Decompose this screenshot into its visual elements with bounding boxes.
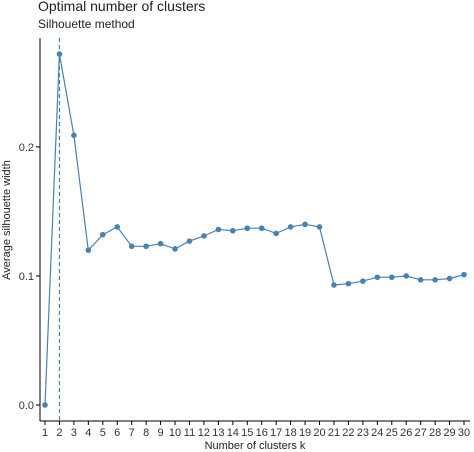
x-tick-label: 27: [415, 427, 427, 439]
data-point: [85, 247, 92, 253]
axes: [39, 38, 470, 422]
data-point: [331, 282, 337, 288]
x-tick-label: 1: [42, 427, 48, 439]
data-point: [302, 221, 308, 228]
x-tick-label: 11: [184, 427, 195, 439]
x-tick-label: 22: [342, 427, 354, 439]
data-point: [230, 227, 236, 234]
data-point: [56, 51, 63, 57]
data-point: [128, 243, 135, 250]
x-tick-label: 29: [443, 427, 455, 439]
data-point: [71, 132, 77, 139]
x-tick-label: 5: [100, 427, 106, 439]
x-tick-label: 12: [198, 427, 210, 439]
data-point: [446, 275, 453, 282]
x-tick-label: 8: [143, 427, 149, 439]
data-point: [157, 240, 164, 247]
x-tick-label: 16: [256, 427, 268, 439]
x-tick-label: 7: [129, 427, 135, 439]
data-point: [461, 271, 467, 278]
data-point: [417, 277, 424, 283]
data-point: [345, 280, 352, 287]
x-tick-label: 14: [227, 427, 239, 439]
y-tick-label: 0.2: [19, 142, 34, 154]
data-point: [432, 277, 438, 283]
x-tick-label: 18: [284, 427, 296, 439]
x-tick-label: 20: [313, 427, 325, 439]
x-tick-label: 6: [114, 427, 120, 439]
x-tick-label: 19: [299, 427, 311, 439]
y-tick-label: 0.1: [19, 271, 34, 283]
data-point: [403, 273, 410, 279]
data-point: [186, 238, 193, 244]
data-point: [316, 224, 323, 230]
x-tick-label: 25: [386, 427, 398, 439]
data-point: [374, 274, 381, 281]
x-ticks: 1 2 3 4 5 6 7 8 9 10 11 12 13 14 15 16 17 18 19 20 21 22 23 24 2…: [42, 421, 470, 439]
data-point: [172, 246, 178, 252]
series-silhouette: [42, 51, 467, 408]
y-ticks: 0.0 0.1 0.2: [19, 142, 40, 412]
x-tick-label: 28: [429, 427, 441, 439]
x-tick-label: 26: [400, 427, 412, 439]
x-tick-label: 3: [71, 427, 77, 439]
data-point: [114, 224, 121, 230]
data-point: [201, 233, 207, 239]
data-point: [244, 225, 251, 232]
data-point: [287, 224, 294, 230]
x-tick-label: 4: [85, 427, 91, 439]
x-tick-label: 30: [458, 427, 470, 439]
y-tick-label: 0.0: [19, 400, 34, 412]
x-tick-label: 9: [158, 427, 164, 439]
y-axis-title: Average silhouette width: [1, 160, 13, 280]
data-point: [360, 278, 366, 284]
data-point: [143, 243, 149, 250]
chart-title: Optimal number of clusters: [38, 0, 205, 14]
x-tick-label: 10: [169, 427, 181, 439]
x-tick-label: 17: [270, 427, 282, 439]
x-tick-label: 23: [357, 427, 369, 439]
data-point: [99, 231, 106, 238]
series-line: [44, 53, 465, 406]
data-point: [258, 225, 265, 232]
x-axis-title: Number of clusters k: [205, 440, 306, 452]
x-tick-label: 24: [371, 427, 383, 439]
x-tick-label: 2: [56, 427, 62, 439]
data-point: [215, 226, 222, 233]
data-point: [388, 274, 395, 281]
chart-subtitle: Silhouette method: [38, 17, 135, 31]
data-point: [42, 402, 48, 408]
x-tick-label: 21: [328, 427, 340, 439]
data-point: [273, 230, 279, 237]
x-tick-label: 15: [241, 427, 253, 439]
x-tick-label: 13: [212, 427, 224, 439]
